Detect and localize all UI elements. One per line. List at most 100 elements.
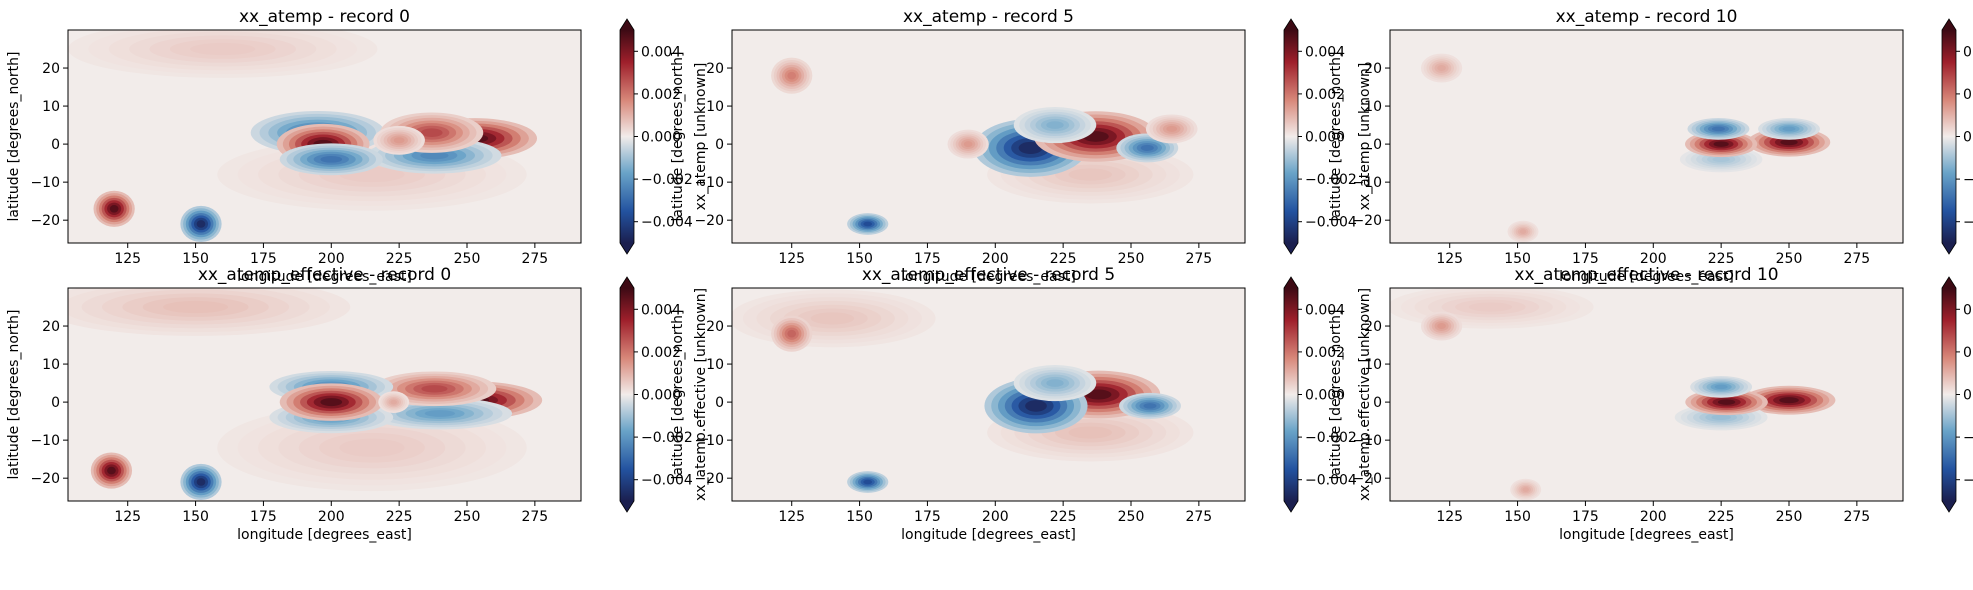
x-axis-label: longitude [degrees_east] bbox=[901, 269, 1076, 285]
axes-frame bbox=[1389, 29, 1904, 244]
heatmap-cell bbox=[1068, 168, 1113, 181]
heatmap-cell bbox=[1519, 229, 1527, 234]
heatmap-cell bbox=[1437, 322, 1446, 330]
x-tick-label: 200 bbox=[318, 251, 345, 267]
colorbar-tick-label: 0.004 bbox=[1963, 44, 1973, 60]
colorbar-extend-max bbox=[1942, 19, 1956, 30]
x-tick-label: 175 bbox=[250, 509, 277, 525]
y-tick-label: 0 bbox=[715, 137, 724, 153]
heatmap-cell bbox=[1437, 64, 1446, 72]
x-tick-label: 275 bbox=[521, 509, 548, 525]
y-axis-label: latitude [degrees_north] bbox=[670, 310, 686, 480]
heatmap-field bbox=[68, 30, 538, 243]
colorbar-gradient bbox=[620, 288, 634, 501]
colorbar-tick-label: −0.004 bbox=[1963, 473, 1973, 489]
subplot-title: xx_atemp_effective - record 5 bbox=[862, 265, 1115, 285]
colorbar-tick-label: −0.004 bbox=[1305, 215, 1357, 231]
y-tick-label: 20 bbox=[706, 61, 724, 77]
colorbar-tick-label: 0.000 bbox=[641, 130, 681, 146]
subplot-title: xx_atemp - record 0 bbox=[239, 7, 410, 27]
colorbar-gradient bbox=[620, 30, 634, 243]
x-tick-label: 175 bbox=[914, 251, 941, 267]
y-tick-label: 20 bbox=[1364, 319, 1382, 335]
heatmap-cell bbox=[420, 151, 449, 160]
x-tick-label: 250 bbox=[1776, 509, 1803, 525]
colorbar-extend-min bbox=[620, 243, 634, 254]
colorbar-gradient bbox=[1942, 30, 1956, 243]
x-axis-label: longitude [degrees_east] bbox=[901, 527, 1076, 543]
colorbar-extend-max bbox=[620, 19, 634, 30]
x-tick-label: 125 bbox=[778, 509, 805, 525]
heatmap-field bbox=[1420, 53, 1831, 243]
heatmap-cell bbox=[1140, 144, 1154, 151]
x-axis-label: longitude [degrees_east] bbox=[1559, 269, 1734, 285]
subplot-title: xx_atemp_effective - record 0 bbox=[198, 265, 451, 285]
colorbar-tick-label: 0.004 bbox=[1305, 44, 1345, 60]
colorbar-tick-label: −0.004 bbox=[641, 473, 693, 489]
x-tick-label: 200 bbox=[1640, 251, 1667, 267]
subplot-0: 125 150 175 200 225 250 275 20 10 0 −10 −20 xx_atemp… bbox=[6, 7, 709, 285]
axes-frame bbox=[67, 287, 582, 502]
y-tick-label: −20 bbox=[30, 471, 60, 487]
heatmap-cell bbox=[1085, 389, 1112, 400]
x-tick-label: 125 bbox=[114, 509, 141, 525]
x-tick-label: 200 bbox=[982, 509, 1009, 525]
y-tick-label: −20 bbox=[694, 471, 724, 487]
colorbar-extend-max bbox=[1942, 277, 1956, 288]
colorbar: 0.0040.0020.000−0.002−0.004xx_atemp.effe… bbox=[1941, 276, 1973, 513]
y-tick-label: −10 bbox=[30, 433, 60, 449]
colorbar-tick-label: 0.002 bbox=[1305, 345, 1345, 361]
heatmap-field bbox=[68, 288, 543, 501]
x-tick-label: 125 bbox=[778, 251, 805, 267]
heatmap-cell bbox=[863, 221, 873, 227]
x-tick-label: 275 bbox=[1843, 251, 1870, 267]
colorbar-extend-min bbox=[1284, 243, 1298, 254]
heatmap-cell bbox=[339, 438, 405, 457]
x-tick-label: 175 bbox=[914, 509, 941, 525]
y-axis-label: latitude [degrees_north] bbox=[6, 310, 22, 480]
heatmap-field bbox=[732, 289, 1194, 493]
x-axis-label: longitude [degrees_east] bbox=[237, 527, 412, 543]
colorbar-tick-label: 0.000 bbox=[641, 388, 681, 404]
x-tick-label: 175 bbox=[250, 251, 277, 267]
colorbar-extend-min bbox=[1284, 501, 1298, 512]
colorbar-outline bbox=[619, 276, 635, 513]
heatmap-cell bbox=[1143, 403, 1157, 409]
colorbar-tick-label: −0.002 bbox=[1963, 430, 1973, 446]
colorbar-outline bbox=[1941, 276, 1957, 513]
x-tick-label: 275 bbox=[1843, 509, 1870, 525]
subplot-1: 125 150 175 200 225 250 275 20 10 0 −10 −20 xx_atemp… bbox=[670, 7, 1373, 285]
colorbar-tick-label: 0.000 bbox=[1963, 130, 1973, 146]
y-axis-label: latitude [degrees_north] bbox=[1328, 310, 1344, 480]
y-axis-label: latitude [degrees_north] bbox=[670, 52, 686, 222]
colorbar-tick-label: −0.002 bbox=[641, 430, 693, 446]
subplot-3: 125 150 175 200 225 250 275 20 10 0 −10 −20 xx_atemp… bbox=[6, 265, 709, 543]
axes-frame bbox=[731, 29, 1246, 244]
colorbar-tick-label: −0.004 bbox=[641, 215, 693, 231]
x-tick-label: 150 bbox=[1504, 251, 1531, 267]
subplot-title: xx_atemp - record 5 bbox=[903, 7, 1074, 27]
heatmap-cell bbox=[320, 155, 343, 163]
colorbar-outline bbox=[1941, 18, 1957, 255]
x-tick-label: 275 bbox=[521, 251, 548, 267]
x-axis-label: longitude [degrees_east] bbox=[1559, 527, 1734, 543]
x-tick-label: 150 bbox=[846, 509, 873, 525]
y-tick-label: 20 bbox=[706, 319, 724, 335]
heatmap-cell bbox=[1166, 125, 1178, 132]
colorbar-extend-min bbox=[1942, 501, 1956, 512]
heatmap-cell bbox=[1712, 156, 1730, 163]
x-tick-label: 150 bbox=[846, 251, 873, 267]
heatmap-cell bbox=[810, 312, 855, 325]
heatmap-cell bbox=[787, 329, 797, 338]
subplot-title: xx_atemp_effective - record 10 bbox=[1514, 265, 1778, 285]
x-tick-label: 125 bbox=[1436, 509, 1463, 525]
heatmap-cell bbox=[196, 478, 206, 486]
heatmap-field bbox=[1390, 288, 1836, 501]
colorbar-label: xx_atemp.effective [unknown] bbox=[693, 288, 709, 501]
heatmap-cell bbox=[163, 300, 229, 314]
y-axis-label: latitude [degrees_north] bbox=[6, 52, 22, 222]
x-tick-label: 225 bbox=[386, 251, 413, 267]
heatmap-cell bbox=[1025, 400, 1047, 412]
y-tick-label: 10 bbox=[1364, 357, 1382, 373]
